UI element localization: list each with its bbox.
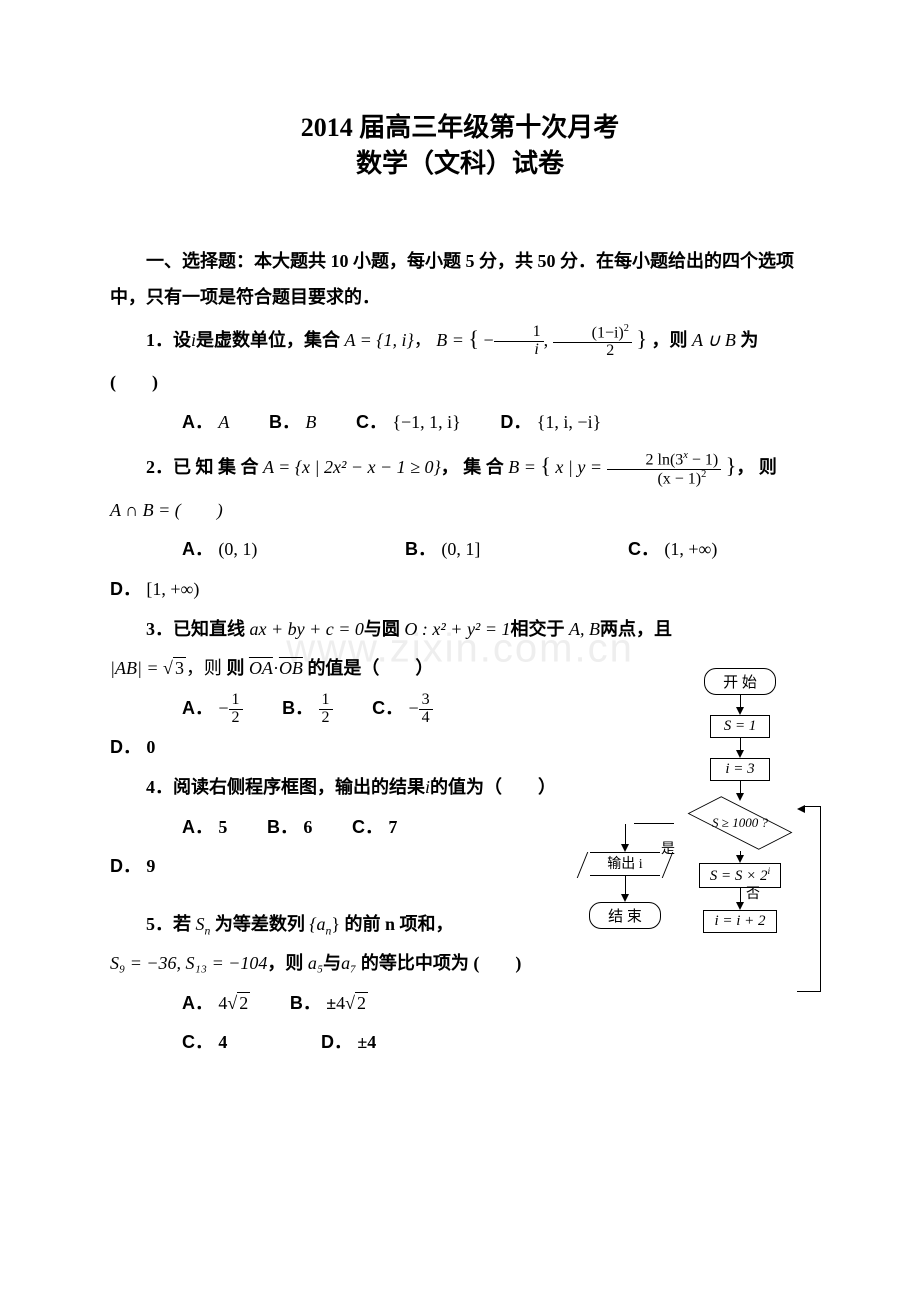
fc-output: 输出 i <box>590 852 660 876</box>
fc-mul: S = S × 2i <box>699 863 781 888</box>
fc-start: 开 始 <box>704 668 776 695</box>
q3-options: A．−12 B．12 C．−34 <box>110 689 620 729</box>
question-2: 2．已 知 集 合 A = {x | 2x² − x − 1 ≥ 0}， 集 合… <box>110 442 810 490</box>
fc-i3: i = 3 <box>710 758 770 781</box>
fc-decision: S ≥ 1000 ? <box>695 801 785 845</box>
section-heading: 一、选择题：本大题共 10 小题，每小题 5 分，共 50 分．在每小题给出的四… <box>110 243 810 315</box>
title-line1: 2014 届高三年级第十次月考 <box>110 110 810 146</box>
q4-options: A．5 B．6 C．7 <box>110 808 570 848</box>
fc-inc: i = i + 2 <box>703 910 776 933</box>
fc-s1: S = 1 <box>710 715 770 738</box>
title-line2: 数学（文科）试卷 <box>110 146 810 182</box>
question-1: 1．设i是虚数单位，集合 A = {1, i}， B = { −1i, (1−i… <box>110 315 810 403</box>
q2-options: A．(0, 1) B．(0, 1] C．(1, +∞) <box>110 530 810 570</box>
q1-num: 1． <box>146 330 173 350</box>
question-3: 3．已知直线 ax + by + c = 0与圆 O : x² + y² = 1… <box>110 610 810 650</box>
flowchart: 开 始 S = 1 i = 3 S ≥ 1000 ? 是 否 输出 i 结 束 <box>580 668 815 933</box>
q5-options: A．42 B．±42 <box>110 984 810 1024</box>
q1-options: A．A B．B C．{−1, 1, i} D．{1, i, −i} <box>110 403 810 443</box>
fc-end: 结 束 <box>589 902 661 929</box>
question-4: 4．阅读右侧程序框图，输出的结果i的值为（ ） <box>110 768 610 808</box>
question-5: 5．若 Sn 为等差数列 {an} 的前 n 项和， <box>110 905 610 945</box>
